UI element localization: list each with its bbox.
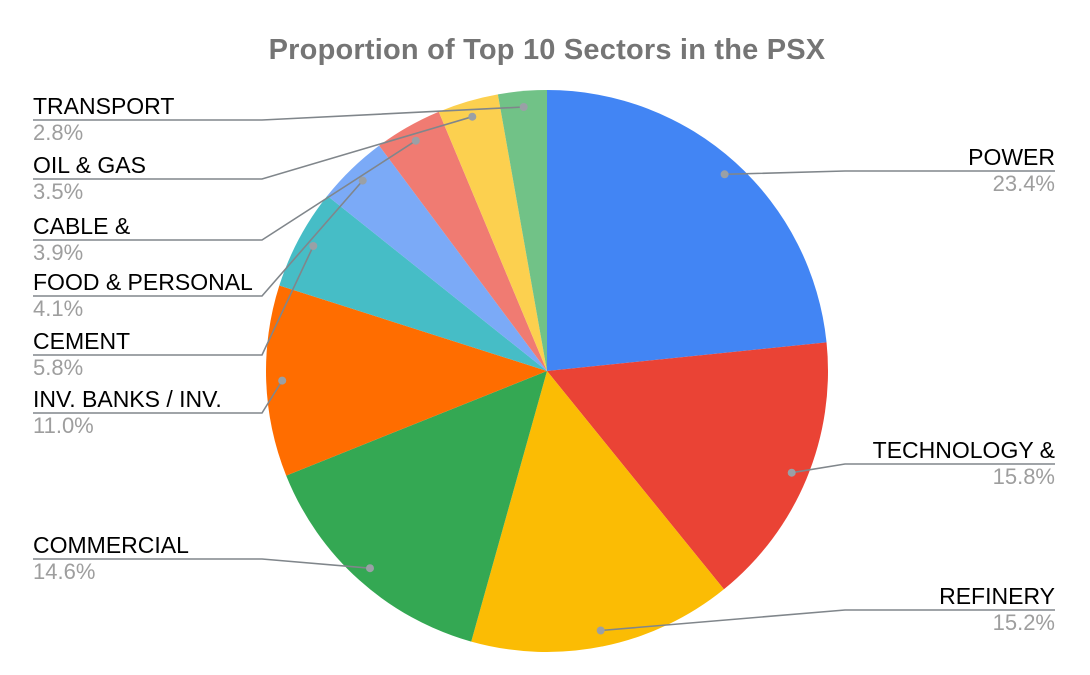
pie-slice-refinery	[471, 371, 724, 653]
callout-dot-cable	[411, 136, 420, 145]
pie-slice-food-personal	[327, 145, 547, 371]
callout-line-technology	[791, 463, 1055, 474]
slice-label-oil-gas: OIL & GAS	[33, 152, 146, 178]
slice-percent-refinery: 15.2%	[993, 610, 1055, 635]
slice-label-cement: CEMENT	[33, 328, 130, 354]
pie-slice-transport	[497, 90, 547, 371]
callout-line-commercial	[33, 558, 371, 569]
callout-dot-technology	[787, 468, 796, 477]
slice-percent-technology: 15.8%	[993, 464, 1055, 489]
pie-slice-power	[547, 90, 827, 371]
slice-label-inv-banks-inv: INV. BANKS / INV.	[33, 386, 222, 412]
slice-percent-power: 23.4%	[993, 171, 1055, 196]
callout-dot-refinery	[596, 626, 605, 635]
slice-label-technology: TECHNOLOGY &	[873, 437, 1055, 463]
callout-dot-inv-banks-inv	[278, 376, 287, 385]
slice-label-food-personal: FOOD & PERSONAL	[33, 269, 253, 295]
callout-line-oil-gas	[33, 115, 473, 180]
callout-dot-food-personal	[358, 176, 367, 185]
callout-dot-cement	[309, 242, 318, 250]
slice-percent-cement: 5.8%	[33, 355, 83, 380]
pie-slice-commercial	[286, 371, 547, 642]
pie-slice-inv-banks-inv	[265, 285, 547, 476]
callout-line-food-personal	[33, 180, 364, 297]
callout-line-refinery	[600, 609, 1055, 632]
slice-label-power: POWER	[968, 144, 1055, 170]
callout-line-cement	[33, 245, 315, 356]
callout-line-power	[724, 170, 1055, 176]
pie-slices-group	[265, 90, 828, 653]
slice-percent-inv-banks-inv: 11.0%	[33, 413, 94, 438]
slice-label-commercial: COMMERCIAL	[33, 532, 189, 558]
pie-slice-technology	[547, 342, 828, 590]
slice-percent-commercial: 14.6%	[33, 559, 95, 584]
callout-line-cable	[33, 140, 417, 241]
slice-percent-transport: 2.8%	[33, 120, 83, 145]
chart-title: Proportion of Top 10 Sectors in the PSX	[269, 34, 826, 66]
callout-dot-power	[720, 170, 729, 179]
callout-lines-group	[33, 103, 1055, 635]
slice-percent-oil-gas: 3.5%	[33, 179, 83, 204]
callout-line-transport	[33, 106, 524, 121]
callout-line-inv-banks-inv	[33, 380, 283, 414]
pie-slice-oil-gas	[438, 94, 547, 371]
slice-percent-cable: 3.9%	[33, 240, 83, 265]
slice-label-transport: TRANSPORT	[33, 93, 174, 119]
pie-slice-cable	[379, 111, 547, 371]
slice-label-refinery: REFINERY	[939, 583, 1055, 609]
slice-label-cable: CABLE &	[33, 213, 130, 239]
callout-dot-oil-gas	[468, 112, 477, 121]
slice-percent-food-personal: 4.1%	[33, 296, 83, 321]
callout-dot-commercial	[366, 564, 374, 573]
callout-dot-transport	[519, 103, 528, 111]
pie-slice-cement	[279, 195, 547, 371]
